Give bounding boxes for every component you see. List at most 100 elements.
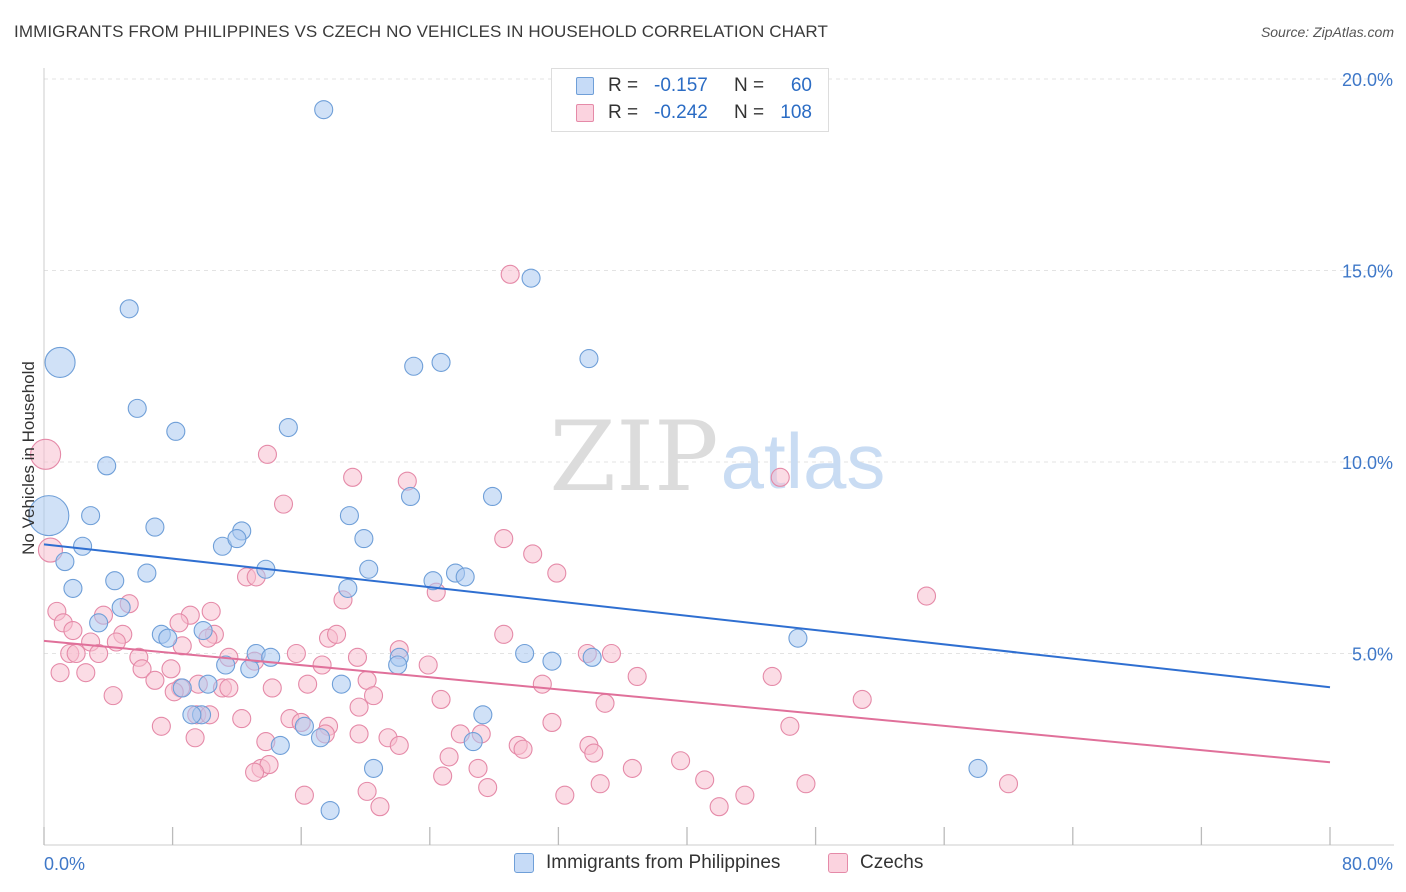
czechs-point <box>584 743 604 763</box>
czechs-point <box>852 689 872 710</box>
trend-line-czechs <box>43 639 1331 764</box>
czechs-point <box>555 785 575 805</box>
czechs-point <box>622 758 642 778</box>
y-tick-label: 20.0% <box>1342 70 1393 90</box>
czechs-point <box>347 647 368 667</box>
philippines-point <box>278 417 298 438</box>
czechs-point <box>312 655 332 675</box>
philippines-point <box>111 597 131 618</box>
philippines-point <box>320 800 340 821</box>
philippines-point <box>145 517 165 537</box>
czechs-point <box>532 674 552 694</box>
legend-item-czechs[interactable]: Czechs <box>828 852 923 874</box>
czechs-point <box>494 529 514 549</box>
series-legend: Immigrants from Philippines Czechs <box>0 852 1406 878</box>
czechs-point <box>89 643 109 664</box>
y-tick-label: 10.0% <box>1342 453 1393 473</box>
x-tick-label: 80.0% <box>1342 854 1393 874</box>
czechs-point <box>343 467 363 487</box>
czechs-point <box>257 444 277 464</box>
r-value: -0.157 <box>654 75 708 96</box>
philippines-point <box>579 349 599 369</box>
philippines-point <box>338 578 358 598</box>
philippines-point <box>314 100 334 120</box>
y-tick-label: 5.0% <box>1352 645 1393 665</box>
tick-labels: 5.0% 10.0% 15.0% 20.0% 0.0% 80.0% <box>44 70 1393 874</box>
czechs-point <box>439 747 459 767</box>
legend-swatch-philippines <box>514 853 534 873</box>
philippines-point <box>363 758 384 778</box>
philippines-point <box>968 758 988 778</box>
r-label: R = <box>608 75 639 96</box>
czechs-point <box>232 709 252 729</box>
trend-line-philippines <box>43 543 1331 689</box>
philippines-point <box>216 655 236 675</box>
series-czechs <box>30 264 1019 817</box>
n-label: N = <box>734 75 765 96</box>
philippines-point <box>28 495 70 537</box>
czechs-point <box>245 762 265 782</box>
czechs-point <box>103 686 123 706</box>
philippines-point <box>81 506 101 526</box>
czechs-point <box>370 797 390 817</box>
czechs-point <box>595 693 615 713</box>
czechs-point <box>151 716 171 736</box>
czechs-point <box>50 663 70 683</box>
legend-label-czechs: Czechs <box>860 852 924 873</box>
czechs-point <box>590 774 610 794</box>
czechs-point <box>30 438 62 470</box>
philippines-point <box>127 398 147 418</box>
czechs-point <box>671 751 691 771</box>
legend-swatch-czechs <box>828 853 848 873</box>
czechs-point <box>998 774 1019 794</box>
philippines-point <box>788 628 808 648</box>
czechs-point <box>601 643 621 664</box>
czechs-point <box>273 494 294 514</box>
czechs-point <box>185 728 205 748</box>
czechs-point <box>695 770 715 790</box>
czechs-point <box>262 678 282 698</box>
y-axis-title: No Vehicles in Household <box>19 361 38 555</box>
correlation-legend: R = -0.157 N = 60 R = -0.242 N = 108 <box>551 68 829 132</box>
philippines-point <box>63 578 83 598</box>
r-label: R = <box>608 102 639 123</box>
philippines-point <box>89 613 109 633</box>
x-tick-label: 0.0% <box>44 854 85 874</box>
watermark-atlas: atlas <box>721 417 886 505</box>
watermark-zip: ZIP <box>549 401 718 513</box>
philippines-point <box>55 552 75 572</box>
philippines-point <box>404 356 424 376</box>
series-philippines <box>28 100 988 821</box>
czechs-point <box>145 670 165 690</box>
chart-title: IMMIGRANTS FROM PHILIPPINES VS CZECH NO … <box>14 22 828 41</box>
philippines-point <box>515 643 535 664</box>
philippines-point <box>193 620 213 641</box>
philippines-point <box>431 352 451 372</box>
n-value: 108 <box>780 102 812 123</box>
czechs-point <box>169 613 189 633</box>
philippines-point <box>240 659 260 679</box>
n-label: N = <box>734 102 765 123</box>
philippines-point <box>73 536 93 556</box>
czechs-point <box>298 674 318 694</box>
czechs-point <box>478 777 498 798</box>
czechs-point <box>201 601 221 621</box>
czechs-point <box>76 663 96 683</box>
philippines-point <box>310 728 331 748</box>
n-value: 60 <box>790 75 812 96</box>
czechs-point <box>433 766 453 786</box>
philippines-point <box>97 456 117 476</box>
philippines-point <box>339 506 359 526</box>
czechs-point <box>363 686 384 706</box>
philippines-point <box>166 421 186 441</box>
czechs-point <box>796 774 816 794</box>
philippines-point <box>482 486 503 507</box>
czechs-point <box>349 724 369 744</box>
czechs-point <box>547 563 567 583</box>
philippines-point <box>542 651 562 671</box>
czechs-point <box>542 712 562 732</box>
czechs-point <box>161 659 181 679</box>
czechs-point <box>294 785 314 805</box>
legend-item-philippines[interactable]: Immigrants from Philippines <box>514 852 780 874</box>
